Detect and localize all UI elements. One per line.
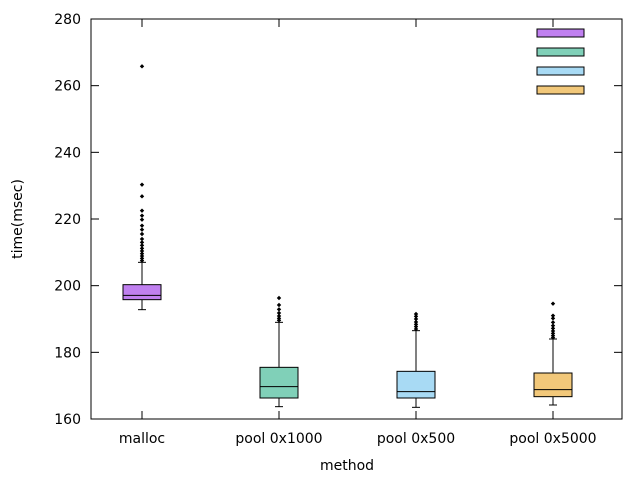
plot-frame (90, 18, 623, 420)
legend-swatch (536, 66, 585, 76)
outlier-point (276, 302, 282, 308)
boxes-layer (122, 64, 573, 408)
x-tick-label: pool 0x5000 (509, 431, 596, 447)
x-tick-label: pool 0x500 (377, 431, 455, 447)
y-tick-label: 200 (54, 279, 81, 295)
outlier-point (550, 323, 556, 328)
x-axis-ticks: malloc pool 0x1000 pool 0x500 pool 0x5000 (119, 19, 597, 447)
outlier-point (413, 324, 419, 329)
outlier-point (276, 310, 282, 316)
y-tick-label: 260 (54, 79, 81, 95)
outlier-point (139, 236, 145, 242)
outlier-point (139, 243, 145, 248)
outlier-point (139, 246, 145, 251)
outlier-point (139, 240, 145, 245)
y-tick-label: 220 (54, 212, 81, 228)
box-body (396, 370, 436, 399)
box-pool-0x500 (396, 311, 436, 408)
x-axis-label: method (320, 458, 374, 474)
x-tick-label: pool 0x1000 (235, 431, 322, 447)
outlier-point (139, 256, 145, 261)
box-malloc (122, 64, 162, 311)
outlier-point (139, 208, 145, 213)
outlier-point (413, 311, 419, 317)
outlier-point (550, 326, 556, 331)
outlier-point (139, 231, 145, 237)
box-pool-0x1000 (259, 295, 299, 408)
outlier-point (276, 316, 282, 321)
outlier-point (139, 223, 145, 228)
outlier-point (413, 319, 419, 325)
outlier-point (276, 295, 282, 301)
outlier-point (139, 217, 145, 222)
outlier-point (139, 227, 145, 232)
y-tick-label: 160 (54, 412, 81, 428)
outlier-point (139, 213, 145, 218)
outlier-point (413, 314, 419, 319)
legend-swatch (536, 47, 585, 57)
legend-swatch (536, 28, 585, 38)
box-body (533, 372, 573, 398)
outlier-point (413, 322, 419, 327)
outlier-point (413, 326, 419, 332)
x-tick-label: malloc (119, 431, 165, 447)
outlier-point (550, 333, 556, 338)
outlier-point (139, 248, 145, 254)
box-body (122, 284, 162, 301)
outlier-point (139, 182, 145, 187)
y-tick-label: 280 (54, 12, 81, 28)
outlier-point (550, 301, 556, 306)
legend-swatch (536, 85, 585, 95)
outlier-point (276, 307, 282, 312)
outlier-point (413, 316, 419, 322)
outlier-point (276, 313, 282, 319)
outlier-point (550, 313, 556, 318)
outlier-point (139, 253, 145, 259)
outlier-point (550, 316, 556, 321)
y-tick-label: 240 (54, 145, 81, 161)
outlier-point (550, 331, 556, 336)
outlier-point (139, 258, 145, 263)
box-body (259, 366, 299, 399)
outlier-point (139, 251, 145, 256)
legend (536, 28, 585, 95)
outlier-point (139, 194, 145, 199)
box-pool-0x5000 (533, 301, 573, 406)
outlier-point (550, 320, 556, 325)
y-tick-label: 180 (54, 345, 81, 361)
outlier-point (550, 328, 556, 334)
outlier-point (139, 64, 145, 69)
y-axis-label: time(msec) (10, 179, 26, 259)
